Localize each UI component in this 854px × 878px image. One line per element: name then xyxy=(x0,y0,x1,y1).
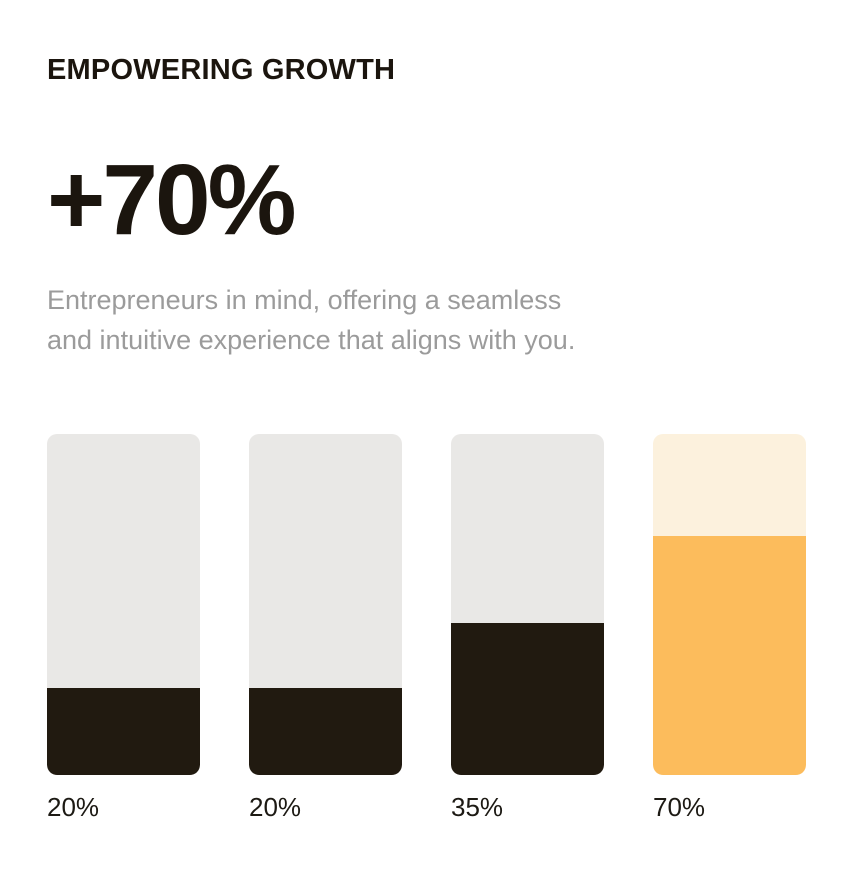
bar-column-1: 20% xyxy=(47,433,200,823)
bar-fill xyxy=(451,622,604,775)
bar-track xyxy=(451,433,604,775)
bar-column-2: 20% xyxy=(249,433,402,823)
bar-value-label: 20% xyxy=(249,791,302,822)
headline-stat: +70% xyxy=(47,143,297,256)
bar-fill xyxy=(249,687,402,775)
section-title: EMPOWERING GROWTH xyxy=(47,54,396,86)
bar-value-label: 20% xyxy=(47,791,100,822)
bar-value-label: 70% xyxy=(653,791,706,822)
bar-track xyxy=(249,433,402,775)
bar-chart: 20% 20% 35% 70% xyxy=(47,433,806,823)
description: Entrepreneurs in mind, offering a seamle… xyxy=(47,280,806,360)
bar-value-label: 35% xyxy=(451,791,504,822)
bar-fill xyxy=(653,536,806,775)
bar-track xyxy=(653,433,806,775)
bar-column-4-highlighted: 70% xyxy=(653,433,806,823)
bar-fill xyxy=(47,687,200,775)
description-line-2: and intuitive experience that aligns wit… xyxy=(47,324,576,355)
bar-track xyxy=(47,433,200,775)
bar-column-3: 35% xyxy=(451,433,604,823)
description-line-1: Entrepreneurs in mind, offering a seamle… xyxy=(47,284,562,315)
